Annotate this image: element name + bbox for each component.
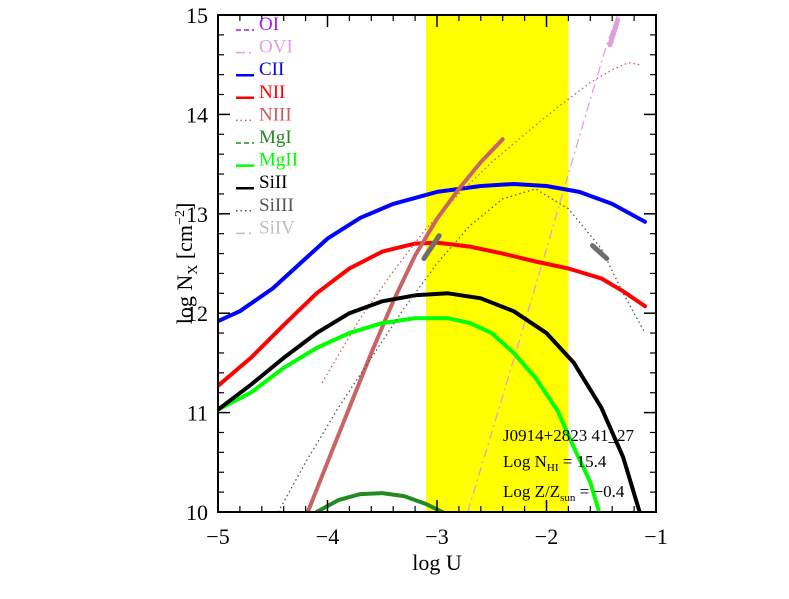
annotation-main: Log N — [503, 452, 547, 471]
legend-entry-nii: NII — [236, 82, 285, 103]
series-line-siiii-model- — [421, 233, 442, 261]
legend-label: MgII — [259, 150, 298, 171]
legend-entry-siii: SiII — [236, 172, 288, 193]
x-axis-title: log U — [412, 550, 462, 575]
legend-label: NII — [259, 82, 285, 103]
series-line-ovi-model- — [607, 17, 621, 48]
y-tick-label: 11 — [187, 401, 208, 426]
y-axis-title-part: log N — [172, 275, 197, 325]
annotation-main: Log Z/Z — [503, 482, 560, 501]
legend-entry-mgi: MgI — [236, 127, 292, 148]
y-tick-label: 15 — [186, 3, 208, 28]
legend-label: SiII — [259, 172, 288, 193]
series-line-cii — [218, 182, 647, 324]
y-tick-label: 12 — [186, 301, 208, 326]
y-axis-title: log NX [cm−2] — [172, 203, 201, 325]
annotation-subscript: sun — [560, 492, 576, 504]
x-tick-label: −5 — [206, 524, 229, 549]
series-line-siiii-model-2- — [590, 243, 610, 261]
y-axis-title-part: −2 — [173, 210, 188, 225]
legend-label: MgI — [259, 127, 292, 148]
axis-titles: log U log NX [cm−2] — [172, 203, 462, 575]
y-tick-label: 13 — [186, 202, 208, 227]
legend-entry-oi: OI — [236, 14, 279, 35]
series-layer — [218, 15, 647, 512]
legend-label: SiIV — [259, 217, 295, 238]
legend-label: NIII — [259, 104, 292, 125]
legend-entry-cii: CII — [236, 59, 284, 80]
legend-entry-mgii: MgII — [236, 150, 298, 171]
annotation-line1: J0914+2823 41_27 — [503, 426, 634, 445]
annotation-subscript: HI — [547, 462, 559, 474]
series-line-niii-model- — [305, 137, 505, 512]
series-line-ovi — [467, 15, 619, 512]
annotation-value: = 15.4 — [559, 452, 607, 471]
x-tick-label: −2 — [535, 524, 558, 549]
y-axis-title-part: ] — [172, 203, 197, 210]
annotation-line2: Log NHI = 15.4 — [503, 452, 607, 474]
series-line-mgi — [314, 491, 445, 512]
legend-label: OI — [259, 14, 279, 35]
y-tick-label: 10 — [186, 500, 208, 525]
annotation-line3: Log Z/Zsun = −0.4 — [503, 482, 625, 504]
series-line-siii — [218, 291, 642, 512]
ticks-layer: −5 −4 −3 −2 −1 10 11 12 13 14 15 — [186, 3, 668, 549]
x-tick-label: −4 — [316, 524, 339, 549]
legend-entry-ovi: OVI — [236, 37, 293, 58]
series-line-niii — [321, 62, 640, 384]
series-line-mgii — [218, 316, 602, 512]
annotation: J0914+2823 41_27 Log NHI = 15.4 Log Z/Zsun… — [503, 426, 634, 504]
x-tick-label: −3 — [425, 524, 448, 549]
legend-entry-niii: NIII — [236, 104, 292, 125]
legend-entry-siiv: SiIV — [236, 217, 295, 238]
y-axis-title-part: [cm — [172, 225, 197, 265]
legend-label: OVI — [259, 37, 293, 58]
y-axis-title-part: X — [186, 265, 201, 275]
x-tick-label: −1 — [644, 524, 667, 549]
y-tick-label: 14 — [186, 102, 208, 127]
legend-label: SiIII — [259, 195, 294, 216]
annotation-value: = −0.4 — [575, 482, 624, 501]
legend-label: CII — [259, 59, 284, 80]
legend-entry-siiii: SiIII — [236, 195, 294, 216]
